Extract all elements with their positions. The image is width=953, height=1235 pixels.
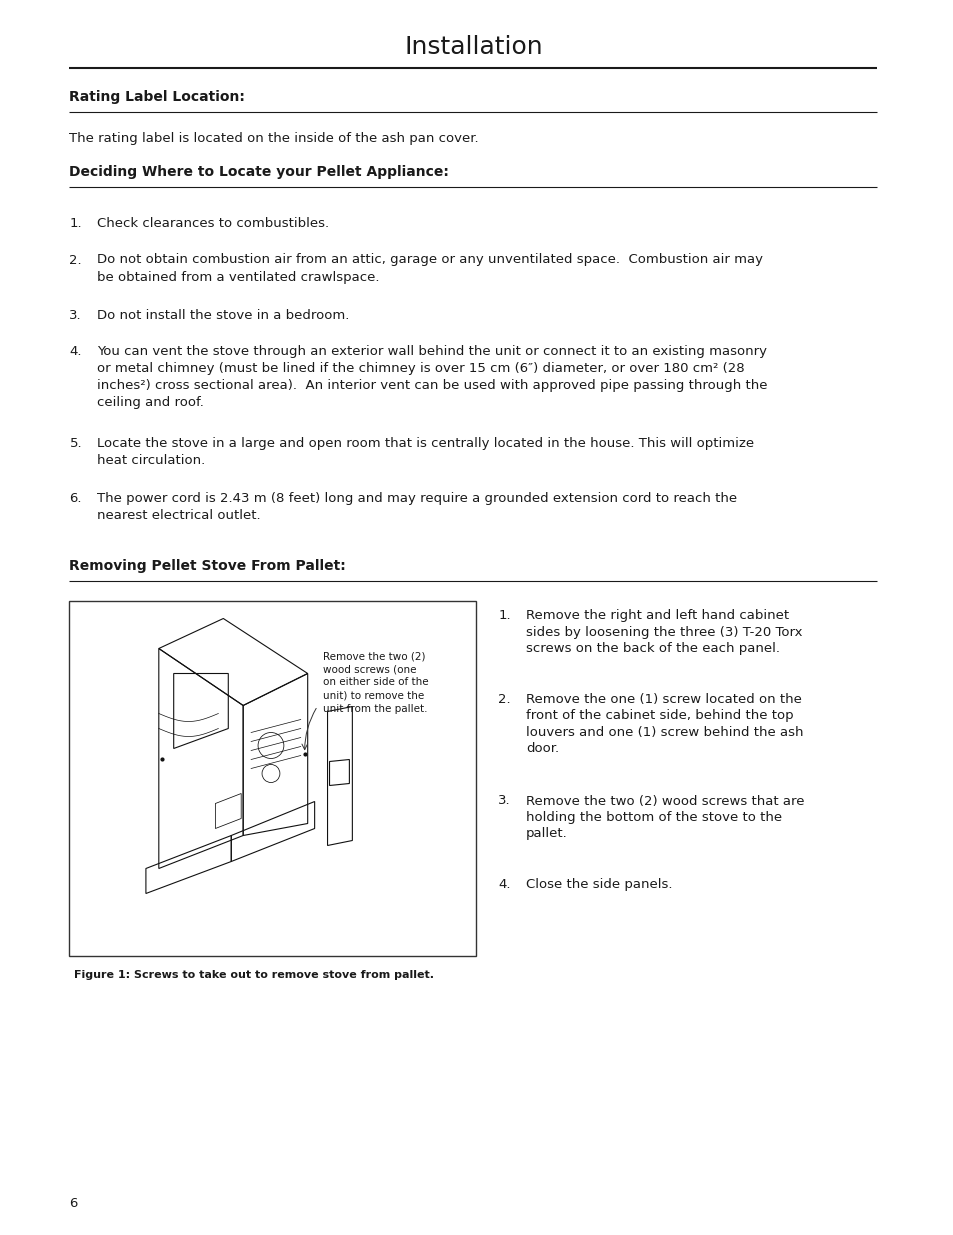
Text: Removing Pellet Stove From Pallet:: Removing Pellet Stove From Pallet:	[70, 559, 346, 573]
Text: The rating label is located on the inside of the ash pan cover.: The rating label is located on the insid…	[70, 132, 478, 144]
Text: Locate the stove in a large and open room that is centrally located in the house: Locate the stove in a large and open roo…	[97, 437, 754, 467]
Text: 5.: 5.	[70, 437, 82, 450]
Text: Do not install the stove in a bedroom.: Do not install the stove in a bedroom.	[97, 309, 350, 321]
Text: Do not obtain combustion air from an attic, garage or any unventilated space.  C: Do not obtain combustion air from an att…	[97, 253, 762, 284]
Text: Deciding Where to Locate your Pellet Appliance:: Deciding Where to Locate your Pellet App…	[70, 165, 449, 179]
Text: 6.: 6.	[70, 492, 82, 505]
Text: Remove the one (1) screw located on the
front of the cabinet side, behind the to: Remove the one (1) screw located on the …	[525, 693, 802, 755]
Text: Remove the right and left hand cabinet
sides by loosening the three (3) T-20 Tor: Remove the right and left hand cabinet s…	[525, 609, 801, 655]
Text: Rating Label Location:: Rating Label Location:	[70, 90, 245, 104]
Text: Installation: Installation	[404, 35, 542, 59]
Text: Figure 1: Screws to take out to remove stove from pallet.: Figure 1: Screws to take out to remove s…	[74, 969, 434, 981]
Text: The power cord is 2.43 m (8 feet) long and may require a grounded extension cord: The power cord is 2.43 m (8 feet) long a…	[97, 492, 737, 522]
Text: 3.: 3.	[70, 309, 82, 321]
Bar	[70, 601, 476, 956]
Text: 1.: 1.	[70, 217, 82, 230]
Text: 2.: 2.	[497, 693, 511, 705]
Text: 3.: 3.	[497, 794, 511, 808]
Text: Close the side panels.: Close the side panels.	[525, 878, 672, 890]
Text: Remove the two (2) wood screws that are
holding the bottom of the stove to the
p: Remove the two (2) wood screws that are …	[525, 794, 803, 841]
Text: 6: 6	[70, 1197, 78, 1210]
Text: 4.: 4.	[70, 345, 82, 358]
Text: 1.: 1.	[497, 609, 511, 622]
Text: Check clearances to combustibles.: Check clearances to combustibles.	[97, 217, 329, 230]
Text: You can vent the stove through an exterior wall behind the unit or connect it to: You can vent the stove through an exteri…	[97, 345, 767, 409]
Text: 2.: 2.	[70, 253, 82, 267]
Text: 4.: 4.	[497, 878, 510, 890]
Text: Remove the two (2)
wood screws (one
on either side of the
unit) to remove the
un: Remove the two (2) wood screws (one on e…	[322, 651, 428, 714]
